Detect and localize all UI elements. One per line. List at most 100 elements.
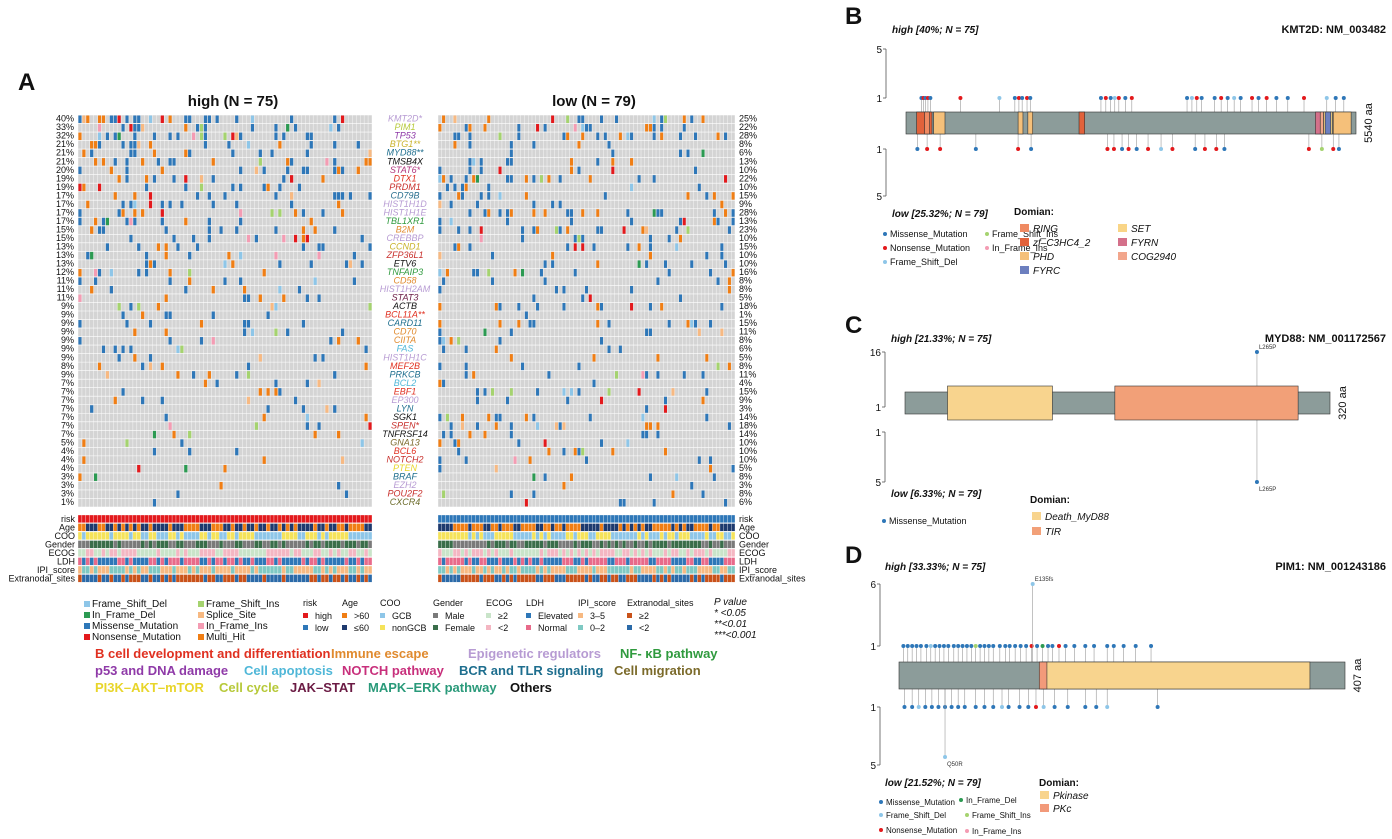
clinical-cell — [516, 548, 521, 557]
oncoplot-cell — [460, 183, 465, 192]
clinical-cell — [234, 574, 239, 583]
oncoplot-cell — [364, 345, 368, 354]
clinical-cell — [633, 531, 638, 540]
mutation-dot — [1264, 96, 1269, 100]
clinical-cell — [524, 514, 529, 523]
clinical-cell — [670, 531, 675, 540]
oncoplot-cell — [490, 277, 495, 285]
oncoplot-cell — [652, 132, 656, 141]
clinical-cell — [678, 523, 683, 532]
clinical-cell — [637, 557, 642, 566]
oncoplot-cell — [203, 141, 208, 149]
clinical-cell — [569, 565, 574, 574]
clinical-cell — [152, 557, 157, 566]
oncoplot-cell — [648, 243, 652, 251]
clinical-cell — [289, 557, 294, 566]
clinical-cell — [101, 514, 106, 523]
mutation-dot — [962, 705, 967, 709]
panel-label-a: A — [18, 69, 35, 96]
oncoplot-cell — [133, 132, 137, 141]
clinical-cell — [215, 540, 220, 549]
clinical-cell — [269, 523, 275, 532]
oncoplot-cell — [626, 132, 630, 141]
oncoplot-cell — [603, 132, 607, 141]
clinical-cell — [535, 574, 540, 583]
oncoplot-high-pct: 4% — [61, 463, 74, 473]
pathway-legend-label: Cell migration — [614, 663, 701, 678]
oncoplot-cell — [129, 200, 133, 209]
clinical-cell — [644, 531, 649, 540]
oncoplot-cell — [239, 277, 243, 285]
oncoplot-cell — [90, 141, 94, 149]
clinical-cell — [723, 531, 728, 540]
clinical-cell — [482, 574, 488, 583]
oncoplot-high-pct: 9% — [61, 369, 74, 379]
clinical-cell — [364, 514, 369, 523]
oncoplot-cell — [577, 447, 581, 456]
clinical-cell — [618, 523, 623, 532]
clinical-legend-swatch — [526, 613, 531, 618]
clinical-cell — [445, 574, 450, 583]
clinical-cell — [591, 540, 597, 549]
clinical-cell — [591, 523, 597, 532]
clinical-cell — [689, 540, 694, 549]
oncoplot-cell — [144, 268, 149, 277]
oncoplot-cell — [90, 405, 94, 413]
clinical-cell — [452, 531, 457, 540]
clinical-cell — [93, 557, 98, 566]
oncoplot-cell — [727, 277, 731, 285]
clinical-cell — [607, 557, 612, 566]
oncoplot-cell — [97, 268, 102, 277]
protein-domain — [924, 111, 930, 135]
oncoplot-gene-label: SPEN* — [391, 420, 420, 430]
clinical-cell — [316, 565, 322, 574]
clinical-cell — [689, 523, 694, 532]
clinical-cell — [124, 557, 130, 566]
oncoplot-low-pct: 25% — [739, 114, 757, 124]
oncoplot-cell — [278, 209, 282, 217]
oncoplot-cell — [93, 268, 98, 277]
oncoplot-cell — [191, 371, 196, 379]
clinical-cell — [648, 557, 653, 566]
oncoplot-cell — [309, 132, 313, 141]
clinical-cell — [663, 523, 668, 532]
oncoplot-gene-label: EP300 — [391, 395, 418, 405]
clinical-cell — [305, 565, 310, 574]
oncoplot-cell — [460, 422, 465, 430]
domain-legend-label: COG2940 — [1131, 252, 1176, 263]
oncoplot-cell — [483, 209, 487, 217]
mutation-dot — [1105, 705, 1110, 709]
clinical-cell — [199, 565, 204, 574]
domain-legend-title: Domian: — [1014, 207, 1054, 218]
clinical-cell — [316, 514, 322, 523]
oncoplot-cell — [199, 124, 204, 132]
oncoplot-cell — [483, 388, 487, 396]
oncoplot-cell — [231, 260, 235, 268]
oncoplot-cell — [242, 328, 247, 337]
clinical-cell — [340, 540, 345, 549]
clinical-cell — [293, 565, 298, 574]
clinical-cell — [441, 523, 446, 532]
oncoplot-high-pct: 11% — [57, 276, 74, 286]
clinical-cell — [77, 523, 83, 532]
lollipop-mutation-legend-dot — [879, 813, 883, 817]
mutation-dot — [936, 705, 941, 709]
mutation-dot — [1046, 644, 1051, 648]
clinical-cell — [471, 557, 476, 566]
clinical-cell — [471, 574, 476, 583]
oncoplot-cell — [239, 183, 243, 192]
oncoplot-cell — [133, 141, 137, 149]
clinical-cell — [520, 531, 525, 540]
oncoplot-cell — [78, 209, 82, 217]
clinical-cell — [328, 565, 333, 574]
oncoplot-cell — [309, 217, 313, 226]
clinical-cell — [727, 574, 732, 583]
clinical-cell — [113, 540, 118, 549]
oncoplot-cell — [648, 422, 652, 430]
clinical-cell — [136, 574, 141, 583]
clinical-cell — [509, 540, 514, 549]
clinical-cell — [120, 574, 126, 583]
clinical-cell — [340, 514, 345, 523]
clinical-cell — [367, 565, 373, 574]
clinical-cell — [731, 557, 736, 566]
